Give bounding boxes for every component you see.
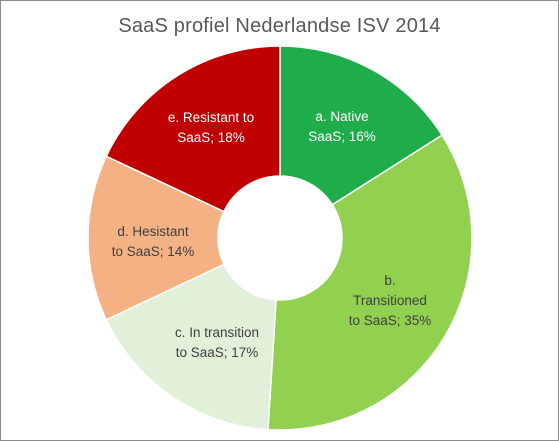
slice-label-line: a. Native [315,109,368,124]
slice-label-line: d. Hesistant [117,224,189,239]
slice-label-c: c. In transition to SaaS; 17% [175,325,259,360]
slice-labels: a. Native SaaS; 16% b. Transitioned to SaaS;… [112,109,432,360]
slice-label-a: a. Native SaaS; 16% [308,109,376,144]
slice-label-line: SaaS; 18% [177,130,245,145]
donut-slice-d [87,155,225,321]
donut-slices [87,45,473,431]
slice-label-line: Transitioned [353,293,427,308]
slice-label-e: e. Resistant to SaaS; 18% [168,110,254,145]
slice-label-line: to SaaS; 17% [176,345,259,360]
slice-label-line: to SaaS; 35% [349,313,432,328]
donut-slice-c [105,263,277,431]
donut-slice-a [279,45,444,206]
slice-label-b: b. Transitioned to SaaS; 35% [349,273,432,328]
donut-slice-b [267,134,473,431]
slice-label-d: d. Hesistant to SaaS; 14% [112,224,195,259]
donut-slice-e [105,45,281,213]
slice-label-line: b. [384,273,395,288]
slice-label-line: c. In transition [175,325,259,340]
slice-label-line: SaaS; 16% [308,129,376,144]
slice-label-line: e. Resistant to [168,110,254,125]
slice-label-line: to SaaS; 14% [112,244,195,259]
chart-title: SaaS profiel Nederlandse ISV 2014 [118,15,441,37]
